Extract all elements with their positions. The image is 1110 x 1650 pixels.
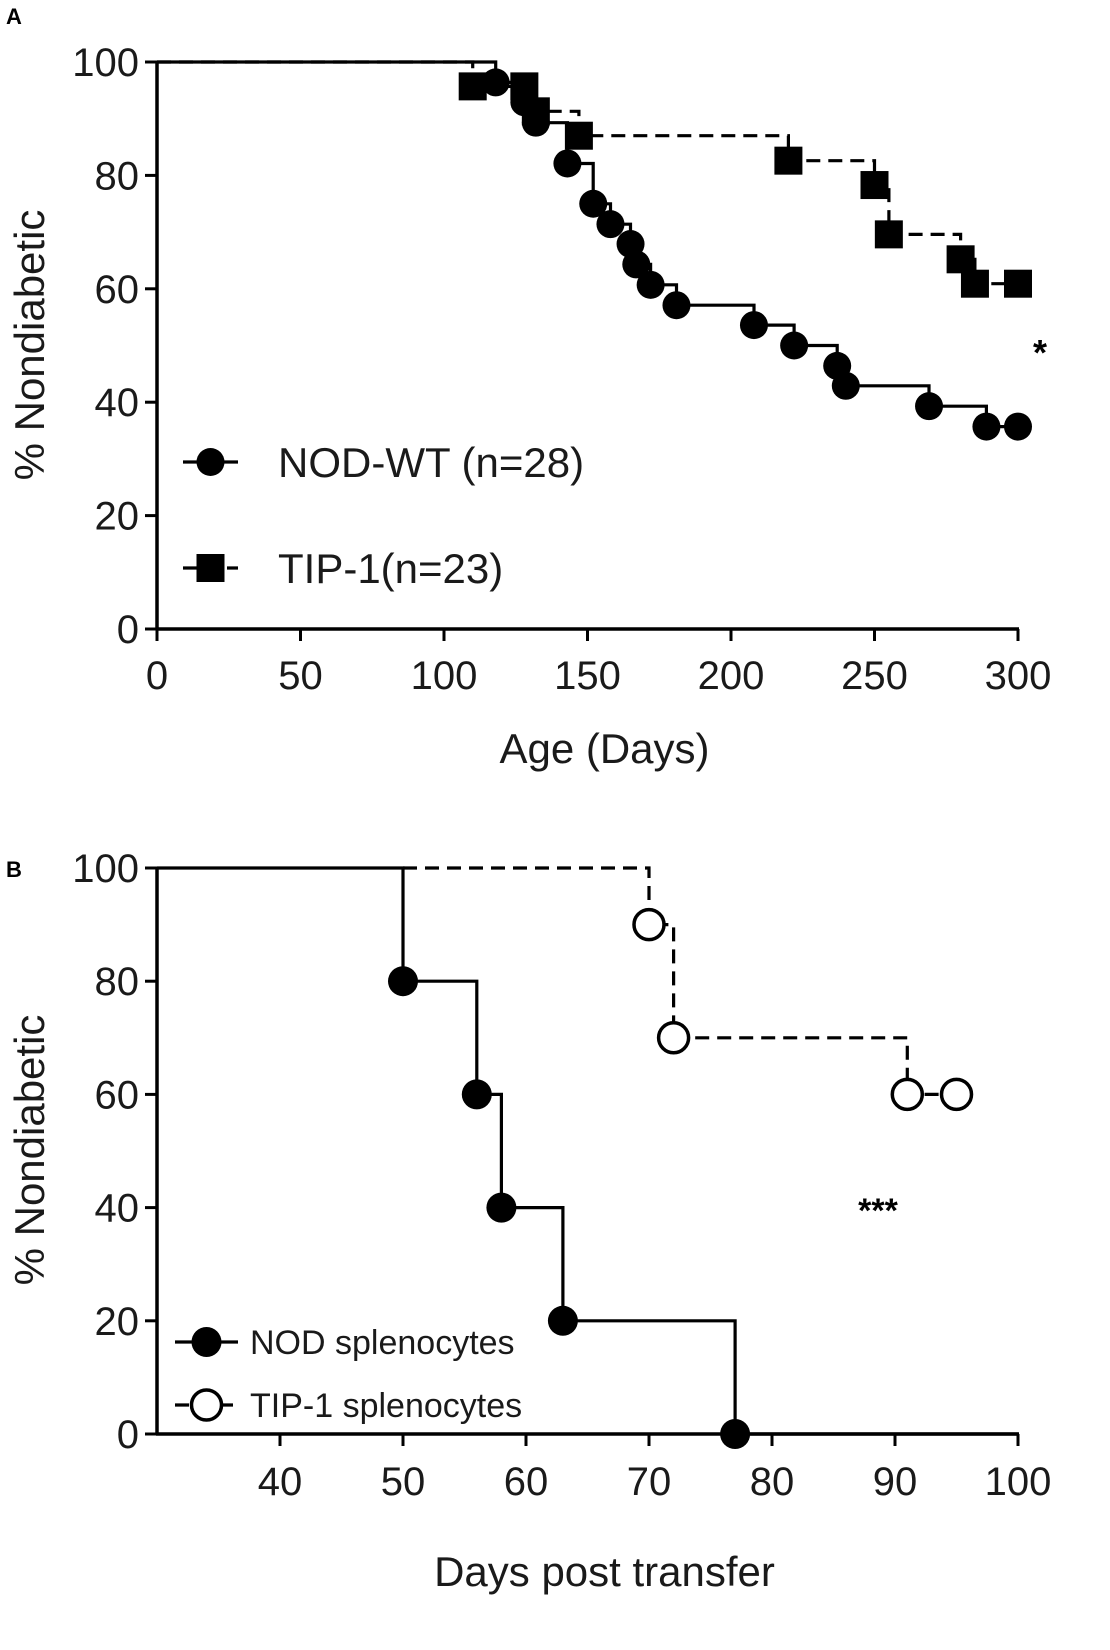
panel-a-x-tick-label: 0 (146, 654, 168, 698)
panel-b-series-1-point (486, 1192, 517, 1223)
panel-b-y-tick-label: 60 (95, 1073, 140, 1117)
panel-b-y-tick-label: 80 (95, 960, 140, 1004)
panel-b-x-tick-label: 100 (985, 1460, 1052, 1504)
panel-a-y-tick-label: 60 (95, 268, 140, 312)
panel-b-series-2-point (632, 907, 666, 942)
panel-a-series-1-point (596, 210, 625, 239)
panel-a-y-tick-label: 0 (117, 608, 139, 652)
panel-b-x-axis-title: Days post transfer (434, 1548, 775, 1595)
panel-a-y-tick-label: 40 (95, 381, 140, 425)
panel-a-legend-marker-1 (196, 448, 225, 476)
panel-b-y-tick-label: 100 (72, 847, 139, 891)
panel-b-letter: B (6, 857, 22, 882)
panel-b-x-tick-label: 50 (381, 1460, 426, 1504)
panel-b-series-1-point (547, 1305, 578, 1336)
panel-a-series-2-point (521, 97, 550, 126)
panel-a-x-axis-title: Age (Days) (499, 725, 709, 772)
panel-b-x-tick-label: 60 (504, 1460, 549, 1504)
panel-a-legend-label-2: TIP-1(n=23) (278, 545, 503, 592)
panel-a-series-2-point (860, 171, 889, 200)
panel-a-series-1-point (636, 270, 665, 299)
panel-a-series-1-point (1004, 412, 1032, 441)
panel-a-series-1-point (553, 149, 582, 178)
panel-a-series-2-point (874, 220, 903, 249)
panel-b-series-2-point (939, 1077, 974, 1112)
panel-a-letter: A (6, 4, 22, 29)
panel-b-series-1-line (157, 866, 1018, 1436)
panel-b-legend-label-2: TIP-1 splenocytes (250, 1387, 522, 1425)
panel-a-series-1-point (972, 412, 1001, 441)
panel-b-series-2-point (890, 1077, 925, 1112)
panel-a-y-axis-title: % Nondiabetic (6, 210, 53, 481)
panel-a-x-tick-label: 150 (554, 654, 621, 698)
panel-a-chart: 0 20 40 60 80 100 0 50 100 150 200 250 300 Age (Days)… (6, 41, 1051, 772)
panel-b-series-1-point (388, 966, 418, 997)
panel-b-series-2-line (403, 866, 957, 1096)
panel-b-x-tick-label: 80 (750, 1460, 795, 1504)
panel-a-series-2-line (157, 60, 1018, 286)
panel-a-x-tick-label: 250 (841, 654, 908, 698)
panel-a-series-2-point (774, 146, 803, 175)
panel-b-series-1-point (720, 1419, 751, 1449)
panel-a-x-tick-label: 50 (278, 654, 323, 698)
panel-a-series-1-point (831, 371, 860, 400)
panel-a-series-1-point (739, 311, 768, 340)
panel-b-series-1-point (461, 1079, 492, 1110)
panel-a-series-1-point (780, 331, 809, 360)
panel-b-x-tick-label: 40 (258, 1460, 303, 1504)
panel-a-y-tick-label: 100 (72, 41, 139, 85)
panel-a-series-2-point (946, 245, 975, 274)
panel-a-series-2-point (564, 121, 593, 150)
panel-a-series-2-point (458, 72, 487, 101)
panel-b-chart: 0 20 40 60 80 100 40 50 60 70 80 90 100 Days post tra… (6, 847, 1051, 1595)
panel-a-y-tick-label: 80 (95, 154, 140, 198)
panel-b-y-tick-label: 40 (95, 1187, 140, 1231)
panel-a-x-tick-label: 300 (985, 654, 1052, 698)
panel-b-y-tick-label: 0 (117, 1413, 139, 1457)
panel-a-x-tick-label: 100 (411, 654, 478, 698)
panel-b-x-tick-label: 90 (873, 1460, 918, 1504)
panel-a-series-1-point (662, 291, 691, 320)
panel-a-series-1-point (915, 392, 944, 421)
panel-b-series-2-point (656, 1021, 691, 1055)
panel-b-significance-marker: *** (858, 1192, 898, 1230)
panel-a-series-1-point (622, 250, 651, 279)
panel-b-y-axis-title: % Nondiabetic (6, 1015, 53, 1286)
panel-a-legend-label-1: NOD-WT (n=28) (278, 439, 584, 486)
panel-a-series-1-point (579, 189, 608, 218)
panel-a-x-tick-label: 200 (698, 654, 765, 698)
panel-b-legend-label-1: NOD splenocytes (250, 1324, 515, 1362)
panel-a-legend-marker-2 (196, 554, 225, 582)
panel-a-significance-marker: * (1033, 332, 1047, 373)
panel-b-x-tick-label: 70 (627, 1460, 672, 1504)
panel-b-legend-marker-1 (191, 1327, 222, 1357)
panel-a-series-1-point (481, 68, 510, 97)
panel-b-legend-marker-2 (189, 1388, 224, 1422)
panel-a-series-2-point (1004, 269, 1032, 298)
panel-a-series-2-point (960, 269, 989, 298)
panel-a-series-2-point (510, 72, 539, 101)
panel-a-y-tick-label: 20 (95, 495, 140, 539)
panel-b-y-tick-label: 20 (95, 1300, 140, 1344)
